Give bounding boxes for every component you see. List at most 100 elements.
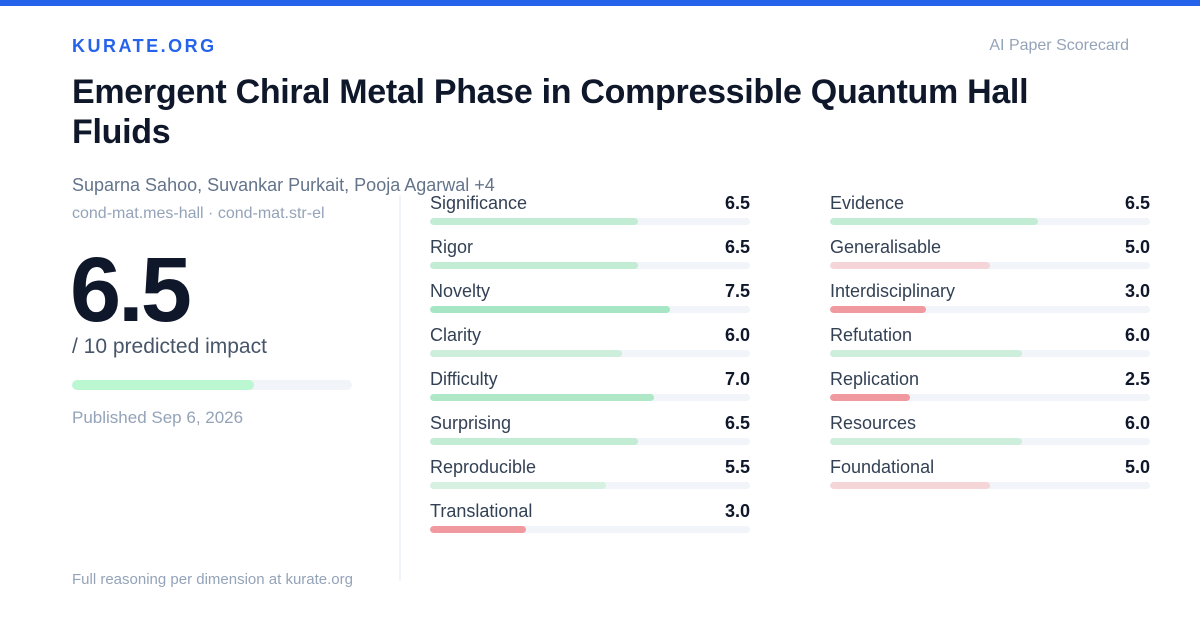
- metric-bar: [430, 526, 750, 533]
- metric-value: 6.5: [724, 413, 750, 433]
- metric-bar: [430, 438, 750, 445]
- metric-label: Difficulty: [430, 369, 498, 389]
- published-date: Published Sep 6, 2026: [72, 408, 244, 427]
- metric-label: Resources: [830, 413, 917, 433]
- metric-row: Difficulty 7.0: [430, 369, 750, 391]
- metric-label: Translational: [430, 501, 533, 521]
- metric-row: Refutation 6.0: [830, 325, 1150, 347]
- metric-label: Surprising: [430, 413, 512, 433]
- metric-value: 3.0: [724, 501, 750, 521]
- metric-reproducible: Reproducible 5.5: [430, 457, 750, 501]
- metric-bar-fill: [830, 482, 990, 489]
- metric-value: 6.0: [1124, 325, 1150, 345]
- metric-rigor: Rigor 6.5: [430, 237, 750, 281]
- metrics-column-left: Significance 6.5 Rigor 6.5 Novelty 7.5 Clarity…: [430, 193, 750, 545]
- metric-label: Novelty: [430, 281, 491, 301]
- metric-value: 6.5: [724, 193, 750, 213]
- metric-replication: Replication 2.5: [830, 369, 1150, 413]
- metric-bar: [430, 218, 750, 225]
- metric-label: Rigor: [430, 237, 474, 257]
- tagline: AI Paper Scorecard: [989, 37, 1129, 54]
- metric-bar-fill: [430, 350, 622, 357]
- metric-value: 6.5: [724, 237, 750, 257]
- metric-row: Replication 2.5: [830, 369, 1150, 391]
- metric-label: Significance: [430, 193, 528, 213]
- metric-refutation: Refutation 6.0: [830, 325, 1150, 369]
- metric-row: Foundational 5.0: [830, 457, 1150, 479]
- metric-bar-fill: [830, 350, 1022, 357]
- metric-label: Replication: [830, 369, 920, 389]
- metric-bar-fill: [430, 306, 670, 313]
- footer-note: Full reasoning per dimension at kurate.o…: [72, 571, 353, 588]
- metric-bar-fill: [430, 394, 654, 401]
- metric-row: Surprising 6.5: [430, 413, 750, 435]
- metric-significance: Significance 6.5: [430, 193, 750, 237]
- metric-value: 5.0: [1124, 237, 1150, 257]
- metric-generalisable: Generalisable 5.0: [830, 237, 1150, 281]
- metric-difficulty: Difficulty 7.0: [430, 369, 750, 413]
- metric-value: 6.0: [1124, 413, 1150, 433]
- overall-score-bar-fill: [72, 380, 254, 390]
- metric-bar: [430, 350, 750, 357]
- metric-row: Reproducible 5.5: [430, 457, 750, 479]
- metric-value: 6.0: [724, 325, 750, 345]
- metric-bar: [830, 350, 1150, 357]
- paper-categories: cond-mat.mes-hall · cond-mat.str-el: [72, 205, 325, 222]
- paper-authors: Suparna Sahoo, Suvankar Purkait, Pooja A…: [72, 175, 495, 195]
- metric-translational: Translational 3.0: [430, 501, 750, 545]
- metric-bar: [830, 262, 1150, 269]
- metric-bar-fill: [830, 306, 926, 313]
- metric-row: Evidence 6.5: [830, 193, 1150, 215]
- metric-value: 5.0: [1124, 457, 1150, 477]
- metric-label: Foundational: [830, 457, 935, 477]
- metric-value: 3.0: [1124, 281, 1150, 301]
- metric-label: Interdisciplinary: [830, 281, 956, 301]
- metric-label: Evidence: [830, 193, 905, 213]
- metric-bar-fill: [430, 482, 606, 489]
- metric-bar: [430, 262, 750, 269]
- metric-resources: Resources 6.0: [830, 413, 1150, 457]
- metric-row: Resources 6.0: [830, 413, 1150, 435]
- metric-bar: [830, 482, 1150, 489]
- metric-row: Rigor 6.5: [430, 237, 750, 259]
- metric-clarity: Clarity 6.0: [430, 325, 750, 369]
- metric-bar: [830, 438, 1150, 445]
- metric-row: Novelty 7.5: [430, 281, 750, 303]
- metric-bar-fill: [830, 438, 1022, 445]
- metric-bar-fill: [430, 526, 526, 533]
- overall-score-bar: [72, 380, 352, 390]
- metrics-column-right: Evidence 6.5 Generalisable 5.0 Interdiscipli…: [830, 193, 1150, 501]
- metric-bar: [430, 482, 750, 489]
- metric-bar: [830, 306, 1150, 313]
- metric-surprising: Surprising 6.5: [430, 413, 750, 457]
- metric-value: 2.5: [1124, 369, 1150, 389]
- metric-value: 5.5: [724, 457, 750, 477]
- metric-row: Translational 3.0: [430, 501, 750, 523]
- paper-title: Emergent Chiral Metal Phase in Compressi…: [72, 73, 1029, 151]
- column-divider: [399, 195, 401, 581]
- brand-logo[interactable]: KURATE.ORG: [72, 36, 217, 56]
- metric-label: Clarity: [430, 325, 482, 345]
- metric-label: Generalisable: [830, 237, 942, 257]
- metric-bar-fill: [830, 218, 1038, 225]
- metric-label: Refutation: [830, 325, 913, 345]
- metric-bar-fill: [430, 438, 638, 445]
- metric-row: Interdisciplinary 3.0: [830, 281, 1150, 303]
- metric-row: Significance 6.5: [430, 193, 750, 215]
- overall-score-label: / 10 predicted impact: [72, 335, 267, 358]
- metric-novelty: Novelty 7.5: [430, 281, 750, 325]
- metric-evidence: Evidence 6.5: [830, 193, 1150, 237]
- top-accent-bar: [0, 0, 1200, 6]
- metric-bar-fill: [430, 262, 638, 269]
- metric-value: 6.5: [1124, 193, 1150, 213]
- metric-label: Reproducible: [430, 457, 537, 477]
- metric-bar: [830, 394, 1150, 401]
- metric-bar-fill: [830, 394, 910, 401]
- metric-bar-fill: [430, 218, 638, 225]
- overall-score: 6.5: [70, 239, 192, 341]
- metric-bar: [430, 306, 750, 313]
- metric-row: Clarity 6.0: [430, 325, 750, 347]
- metric-value: 7.5: [724, 281, 750, 301]
- metric-row: Generalisable 5.0: [830, 237, 1150, 259]
- metric-foundational: Foundational 5.0: [830, 457, 1150, 501]
